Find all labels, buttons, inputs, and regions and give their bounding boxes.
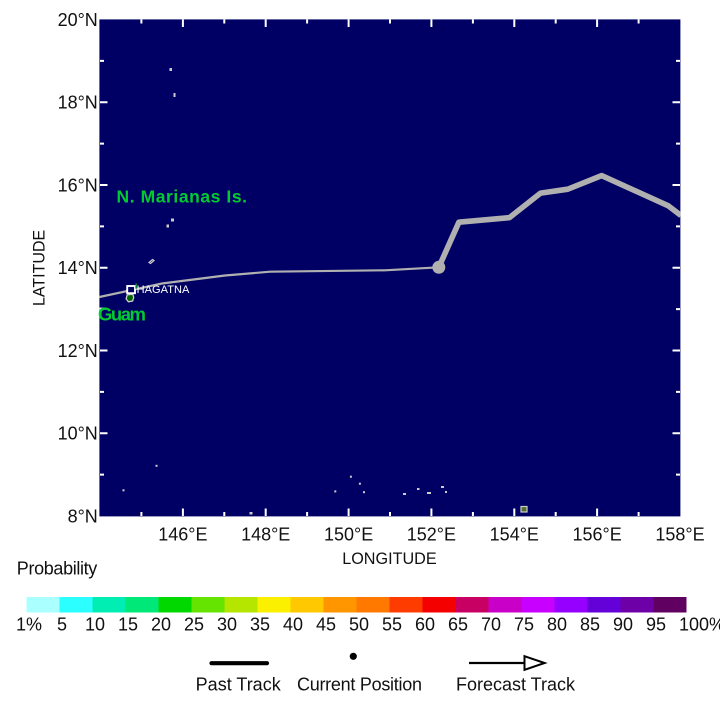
svg-text:Forecast Track: Forecast Track <box>456 675 576 695</box>
svg-text:N. Marianas Is.: N. Marianas Is. <box>117 187 248 207</box>
svg-text:5: 5 <box>57 615 67 635</box>
svg-text:LATITUDE: LATITUDE <box>31 230 49 306</box>
svg-text:80: 80 <box>547 615 567 635</box>
svg-text:75: 75 <box>514 615 534 635</box>
svg-text:100%: 100% <box>679 615 720 635</box>
svg-text:40: 40 <box>283 615 303 635</box>
svg-text:146°E: 146°E <box>158 525 207 545</box>
svg-text:148°E: 148°E <box>241 525 290 545</box>
svg-text:65: 65 <box>448 615 468 635</box>
svg-text:Current Position: Current Position <box>297 675 422 695</box>
svg-text:8°N: 8°N <box>68 506 98 526</box>
svg-text:156°E: 156°E <box>572 525 621 545</box>
svg-text:LONGITUDE: LONGITUDE <box>342 550 437 568</box>
svg-text:20: 20 <box>151 615 171 635</box>
svg-text:35: 35 <box>250 615 270 635</box>
svg-text:Past Track: Past Track <box>196 675 282 695</box>
svg-text:HAGATNA: HAGATNA <box>137 284 190 296</box>
svg-text:55: 55 <box>382 615 402 635</box>
svg-text:20°N: 20°N <box>58 10 98 30</box>
svg-text:16°N: 16°N <box>58 175 98 195</box>
svg-text:45: 45 <box>316 615 336 635</box>
svg-text:10°N: 10°N <box>58 424 98 444</box>
svg-text:152°E: 152°E <box>407 525 456 545</box>
svg-text:25: 25 <box>184 615 204 635</box>
svg-text:Probability: Probability <box>17 558 98 578</box>
svg-text:95: 95 <box>646 615 666 635</box>
svg-text:90: 90 <box>613 615 633 635</box>
svg-text:70: 70 <box>481 615 501 635</box>
svg-text:1%: 1% <box>16 615 42 635</box>
svg-text:60: 60 <box>415 615 435 635</box>
svg-text:158°E: 158°E <box>655 525 704 545</box>
svg-text:14°N: 14°N <box>58 258 98 278</box>
svg-text:30: 30 <box>217 615 237 635</box>
svg-text:Guam: Guam <box>98 304 146 325</box>
svg-text:18°N: 18°N <box>58 93 98 113</box>
svg-text:154°E: 154°E <box>490 525 539 545</box>
svg-text:12°N: 12°N <box>58 341 98 361</box>
svg-text:85: 85 <box>580 615 600 635</box>
svg-text:150°E: 150°E <box>324 525 373 545</box>
svg-text:50: 50 <box>349 615 369 635</box>
svg-text:15: 15 <box>118 615 138 635</box>
svg-text:10: 10 <box>85 615 105 635</box>
